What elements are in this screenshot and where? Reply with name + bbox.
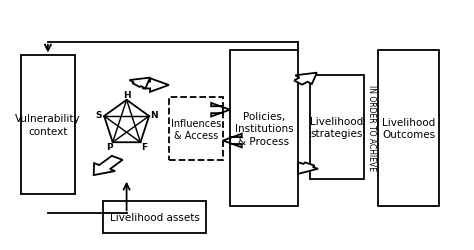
FancyArrow shape (129, 78, 150, 89)
FancyArrow shape (94, 156, 123, 176)
Bar (230, 51, 298, 206)
FancyArrow shape (211, 104, 230, 117)
Text: F: F (141, 142, 147, 152)
Text: N: N (150, 110, 158, 119)
FancyArrow shape (223, 134, 242, 148)
Text: Livelihood
Outcomes: Livelihood Outcomes (382, 118, 435, 140)
Text: IN ORDER TO ACHIEVE: IN ORDER TO ACHIEVE (367, 85, 376, 170)
Text: H: H (123, 90, 130, 100)
Bar (169, 98, 223, 161)
Text: S: S (96, 110, 102, 119)
Text: Vulnerability
context: Vulnerability context (15, 114, 81, 136)
Text: Livelihood assets: Livelihood assets (110, 212, 200, 222)
Text: Influences
& Access: Influences & Access (171, 118, 221, 141)
Bar (310, 76, 364, 179)
FancyArrow shape (298, 162, 318, 174)
FancyArrow shape (294, 73, 317, 85)
Text: Livelihood
strategies: Livelihood strategies (310, 116, 364, 138)
Text: Policies,
Institutions
& Process: Policies, Institutions & Process (235, 111, 293, 146)
FancyArrow shape (143, 79, 169, 92)
Bar (103, 201, 207, 233)
Bar (21, 56, 75, 194)
Bar (378, 51, 439, 206)
Text: P: P (106, 142, 113, 152)
